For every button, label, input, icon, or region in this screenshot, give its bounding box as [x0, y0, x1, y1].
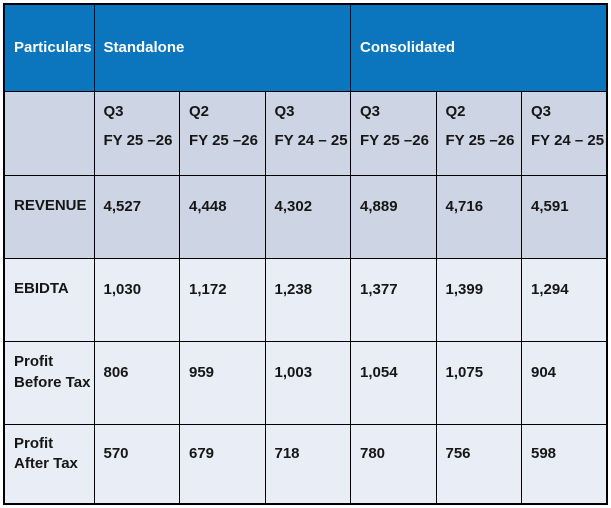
row-label: Profit After Tax: [3, 423, 95, 505]
data-cell: 1,399: [435, 257, 522, 342]
particulars-header: Particulars: [3, 3, 95, 92]
data-cell: 756: [435, 423, 522, 505]
data-cell: 1,003: [264, 340, 351, 425]
fiscal-year-label: FY 25 –26: [445, 131, 515, 149]
data-cell: 1,172: [179, 257, 266, 342]
data-cell: 4,448: [179, 174, 266, 259]
row-label: REVENUE: [3, 174, 95, 259]
row-label: Profit Before Tax: [3, 340, 95, 425]
group-header-standalone: Standalone: [93, 3, 351, 92]
data-cell: 718: [264, 423, 351, 505]
data-cell: 1,294: [521, 257, 608, 342]
fiscal-year-label: FY 25 –26: [360, 131, 429, 149]
group-header-consolidated: Consolidated: [350, 3, 608, 92]
table-row-revenue: REVENUE 4,527 4,448 4,302 4,889 4,716 4,…: [3, 174, 608, 259]
column-header-consolidated-q3-fy2425: Q3 FY 24 – 25: [521, 90, 608, 176]
table-row-profit-before-tax: Profit Before Tax 806 959 1,003 1,054 1,…: [3, 340, 608, 425]
data-cell: 959: [179, 340, 266, 425]
data-cell: 904: [521, 340, 608, 425]
column-header-consolidated-q3-fy2526: Q3 FY 25 –26: [350, 90, 437, 176]
row-label: EBIDTA: [3, 257, 95, 342]
group-header-row: Particulars Standalone Consolidated: [3, 3, 608, 92]
quarter-label: Q3: [360, 102, 381, 120]
data-cell: 1,377: [350, 257, 437, 342]
column-header-standalone-q2-fy2526: Q2 FY 25 –26: [179, 90, 266, 176]
data-cell: 1,030: [93, 257, 180, 342]
data-cell: 1,054: [350, 340, 437, 425]
data-cell: 4,591: [521, 174, 608, 259]
table-row-profit-after-tax: Profit After Tax 570 679 718 780 756 598: [3, 423, 608, 505]
data-cell: 570: [93, 423, 180, 505]
fiscal-year-label: FY 24 – 25: [274, 131, 348, 149]
quarter-label: Q3: [103, 102, 124, 120]
quarter-label: Q3: [274, 102, 295, 120]
data-cell: 1,238: [264, 257, 351, 342]
data-cell: 4,302: [264, 174, 351, 259]
quarter-label: Q2: [445, 102, 466, 120]
data-cell: 780: [350, 423, 437, 505]
data-cell: 679: [179, 423, 266, 505]
data-cell: 1,075: [435, 340, 522, 425]
column-header-standalone-q3-fy2425: Q3 FY 24 – 25: [264, 90, 351, 176]
fiscal-year-label: FY 25 –26: [189, 131, 258, 149]
data-cell: 4,889: [350, 174, 437, 259]
financial-results-table: Particulars Standalone Consolidated Q3 F…: [3, 3, 608, 505]
quarter-label: Q2: [189, 102, 210, 120]
data-cell: 4,716: [435, 174, 522, 259]
column-header-consolidated-q2-fy2526: Q2 FY 25 –26: [435, 90, 522, 176]
quarter-header-row: Q3 FY 25 –26 Q2 FY 25 –26 Q3 FY 24 – 25 …: [3, 90, 608, 176]
column-header-standalone-q3-fy2526: Q3 FY 25 –26: [93, 90, 180, 176]
data-cell: 4,527: [93, 174, 180, 259]
subheader-spacer-cell: [3, 90, 95, 176]
data-cell: 598: [521, 423, 608, 505]
fiscal-year-label: FY 25 –26: [103, 131, 173, 149]
quarter-label: Q3: [531, 102, 552, 120]
fiscal-year-label: FY 24 – 25: [531, 131, 605, 149]
data-cell: 806: [93, 340, 180, 425]
table-row-ebidta: EBIDTA 1,030 1,172 1,238 1,377 1,399 1,2…: [3, 257, 608, 342]
